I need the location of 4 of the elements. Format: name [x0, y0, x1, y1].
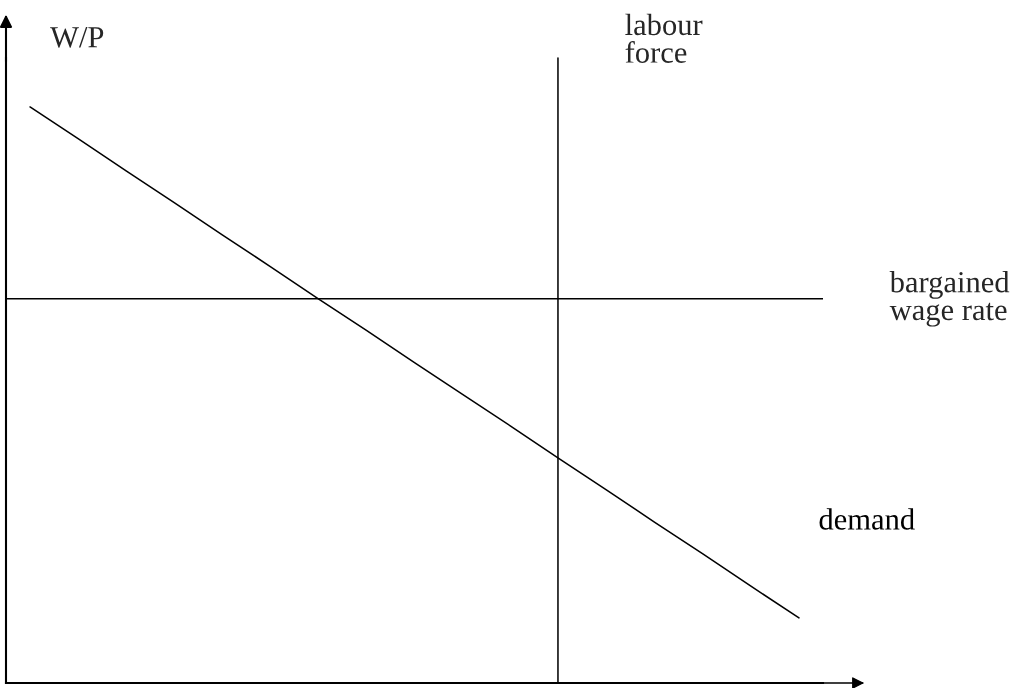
ref-line-label: bargained wage rate — [889, 270, 1010, 327]
text: labour force — [625, 13, 703, 63]
text: demand — [819, 508, 915, 530]
y-axis-title: W/P — [50, 27, 104, 48]
